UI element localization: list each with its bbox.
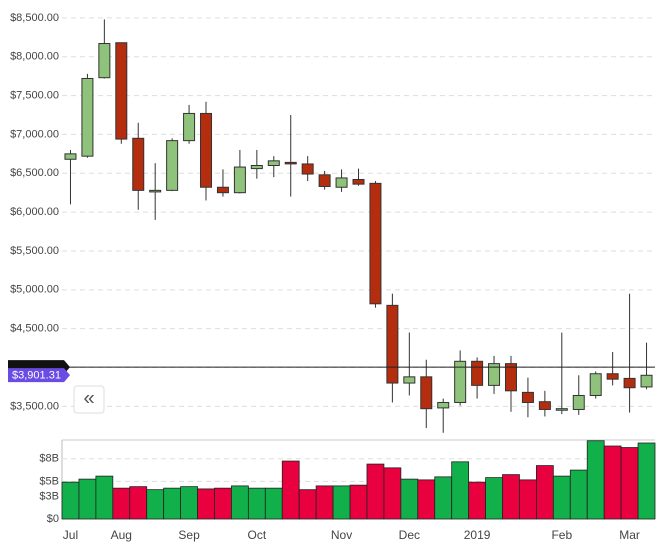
- candle-body: [538, 401, 551, 410]
- y-tick-label: $5,000.00: [10, 284, 59, 296]
- volume-bar: [146, 489, 165, 520]
- volume-bar: [197, 488, 215, 520]
- candle-body: [301, 163, 314, 175]
- price-badge-label: $3,901.31: [12, 370, 61, 382]
- volume-bar: [247, 487, 266, 520]
- candle-body: [471, 360, 484, 386]
- y-tick-label: $8,000.00: [10, 51, 59, 63]
- candle-body: [318, 174, 331, 187]
- volume-bar: [349, 484, 368, 520]
- candle-body: [352, 178, 365, 185]
- candle-body: [250, 164, 263, 170]
- volume-bar: [536, 465, 554, 520]
- candle-body: [504, 363, 517, 392]
- x-tick-label: Sep: [178, 528, 200, 542]
- volume-bar: [129, 486, 148, 520]
- y-tick-label: $6,500.00: [10, 167, 59, 179]
- volume-bar: [451, 461, 470, 520]
- candle-body: [132, 137, 145, 191]
- volume-bar: [180, 486, 198, 520]
- volume-bar: [586, 440, 605, 520]
- volume-bar: [434, 476, 453, 520]
- collapse-button-label: «: [83, 387, 94, 409]
- volume-bar: [61, 481, 80, 520]
- price-badge: [8, 368, 70, 383]
- x-tick-label: Feb: [551, 528, 572, 542]
- y-tick-label: $6,000.00: [10, 206, 59, 218]
- candle-body: [623, 377, 636, 389]
- volume-bar: [112, 487, 131, 520]
- volume-bar: [485, 477, 503, 520]
- y-tick-label: $3B: [39, 490, 59, 502]
- candle-body: [521, 391, 534, 403]
- candle-body: [98, 43, 111, 79]
- x-tick-label: 2019: [464, 528, 491, 542]
- volume-bar: [552, 475, 571, 520]
- candle-body: [149, 189, 162, 193]
- y-tick-label: $8,500.00: [10, 12, 59, 24]
- x-tick-label: Nov: [331, 528, 352, 542]
- volume-bar: [332, 485, 351, 520]
- y-tick-label: $5B: [39, 475, 59, 487]
- candle-body: [200, 112, 213, 188]
- volume-bar: [78, 478, 97, 520]
- candle-body: [420, 376, 433, 410]
- x-tick-label: Jul: [63, 528, 78, 542]
- volume-bar: [366, 463, 385, 520]
- volume-bar: [298, 489, 317, 520]
- x-tick-label: Oct: [248, 528, 267, 542]
- candle-body: [183, 112, 196, 142]
- candle-body: [216, 186, 229, 194]
- volume-bar: [264, 487, 283, 520]
- volume-bar: [637, 442, 656, 520]
- y-tick-label: $5,500.00: [10, 245, 59, 257]
- candle-body: [437, 401, 450, 409]
- candle-body: [488, 363, 501, 386]
- candle-body: [403, 376, 416, 384]
- candle-body: [555, 408, 568, 411]
- y-tick-label: $8B: [39, 453, 59, 465]
- y-tick-label: $7,000.00: [10, 128, 59, 140]
- volume-bar: [383, 467, 402, 520]
- collapse-button[interactable]: [73, 385, 105, 414]
- volume-bar: [315, 485, 334, 520]
- volume-bar: [281, 460, 300, 520]
- y-tick-label: $7,500.00: [10, 89, 59, 101]
- candle-body: [335, 177, 348, 188]
- y-tick-label: $4,500.00: [10, 323, 59, 335]
- candle-body: [572, 394, 585, 410]
- volume-bar: [603, 445, 622, 520]
- candle-body: [606, 373, 619, 380]
- candle-body: [64, 153, 77, 160]
- volume-bar: [620, 447, 639, 520]
- candle-body: [589, 373, 602, 396]
- volume-bar: [502, 474, 520, 520]
- x-tick-label: Dec: [399, 528, 420, 542]
- y-tick-label: $3,500.00: [10, 400, 59, 412]
- candle-body: [233, 166, 246, 194]
- candle-body: [166, 140, 179, 191]
- volume-bar: [214, 487, 232, 520]
- x-tick-label: Mar: [619, 528, 640, 542]
- candle-body: [640, 374, 653, 388]
- volume-bar: [400, 478, 419, 520]
- candle-body: [386, 304, 399, 384]
- candle-body: [454, 360, 467, 403]
- candle-body: [115, 42, 128, 140]
- volume-bar: [417, 479, 436, 520]
- volume-bar: [163, 487, 182, 520]
- volume-bar: [569, 469, 588, 520]
- y-tick-label: $0: [47, 513, 59, 525]
- volume-bar: [95, 475, 114, 520]
- volume-bar: [468, 481, 486, 520]
- candle-body: [267, 160, 280, 166]
- volume-bar: [519, 479, 537, 520]
- candle-body: [81, 77, 94, 157]
- candle-body: [369, 182, 382, 305]
- candle-body: [284, 161, 297, 165]
- x-tick-label: Aug: [111, 528, 132, 542]
- volume-bar: [231, 485, 249, 520]
